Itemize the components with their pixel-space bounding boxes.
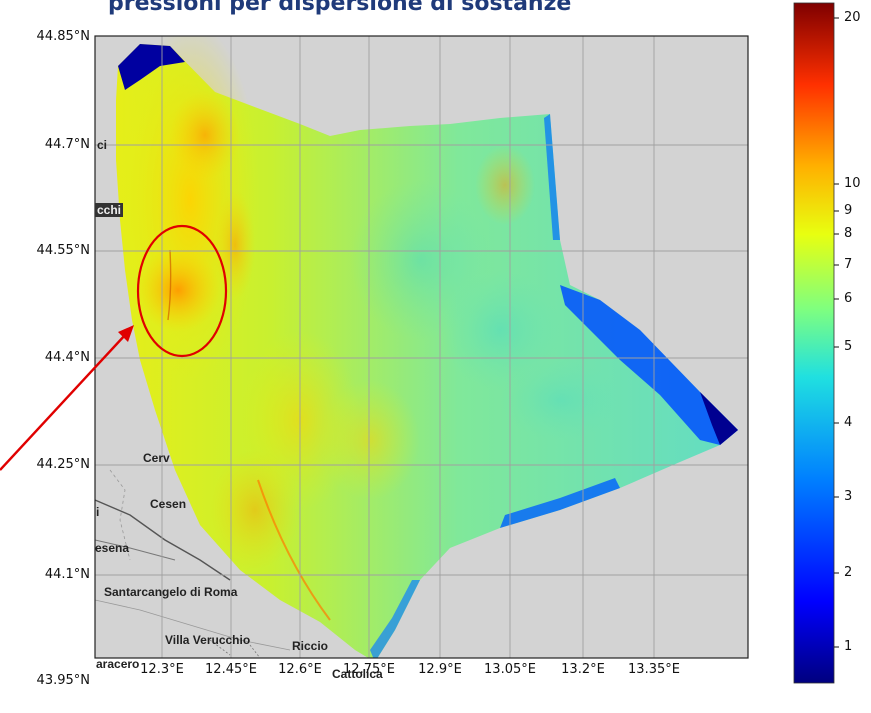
colorbar-label-9: 9 [844,203,853,218]
lon-label-13-2: 13.2°E [561,662,605,677]
colorbar-label-4: 4 [844,415,853,430]
lat-label-44-55: 44.55°N [36,243,90,258]
ellipse-highlight-icon [136,224,228,358]
colorbar [793,2,835,684]
lon-label-12-45: 12.45°E [205,662,257,677]
place-label: ci [97,138,108,152]
lon-label-12-9: 12.9°E [418,662,462,677]
colorbar-label-7: 7 [844,257,853,272]
basemap-roads [95,469,291,658]
place-label: i [96,505,100,519]
lon-label-13-35: 13.35°E [628,662,680,677]
colorbar-label-6: 6 [844,291,853,306]
map-title: pressioni per dispersione di sostanze [108,0,572,16]
place-label: Riccio [292,639,329,653]
lon-label-12-6: 12.6°E [278,662,322,677]
colorbar-ticks [834,17,839,648]
colorbar-label-20: 20 [844,10,861,25]
lon-label-12-75: 12.75°E [343,662,395,677]
place-label: Santarcangelo di Roma [104,585,238,599]
lat-label-44-1: 44.1°N [44,567,90,582]
lat-label-44-7: 44.7°N [44,137,90,152]
colorbar-label-1: 1 [844,639,853,654]
place-label: Cattolica [332,667,383,681]
colorbar-label-8: 8 [844,226,853,241]
place-label: Villa Verucchio [165,633,251,647]
lat-label-44-25: 44.25°N [36,457,90,472]
colorbar-label-3: 3 [844,489,853,504]
red-arrow-icon [0,325,134,471]
place-label: esena [95,541,130,555]
colorbar-label-10: 10 [844,176,861,191]
colorbar-label-5: 5 [844,339,853,354]
place-label: aracero [96,657,140,671]
lat-label-44-85: 44.85°N [36,29,90,44]
lat-label-44-4: 44.4°N [44,350,90,365]
graticule [95,36,748,658]
colorbar-label-2: 2 [844,565,853,580]
lon-label-12-3: 12.3°E [140,662,184,677]
lon-label-13-05: 13.05°E [484,662,536,677]
lat-label-43-95: 43.95°N [36,673,90,688]
place-label: cchi [95,203,124,217]
place-label: Cerv [143,451,170,465]
plot-frame [94,35,749,659]
place-label: Cesen [150,497,187,511]
